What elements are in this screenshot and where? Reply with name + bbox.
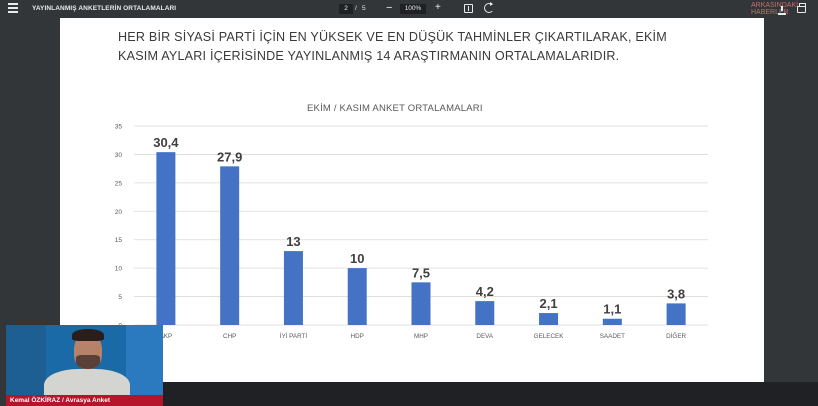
document-title: YAYINLANMIŞ ANKETLERİN ORTALAMALARI bbox=[32, 5, 177, 12]
x-tick-label: MHP bbox=[414, 333, 428, 340]
slide-heading-line-1: HER BİR SİYASİ PARTİ İÇİN EN YÜKSEK VE E… bbox=[118, 30, 667, 44]
x-tick-label: DEVA bbox=[476, 333, 493, 340]
webcam-background-left bbox=[6, 325, 46, 406]
x-tick-label: SAADET bbox=[600, 333, 625, 340]
x-tick-label: CHP bbox=[223, 333, 236, 340]
rotate-icon[interactable] bbox=[484, 2, 494, 13]
y-tick-label: 35 bbox=[115, 124, 123, 131]
print-icon[interactable] bbox=[797, 3, 806, 13]
data-label: 10 bbox=[350, 251, 364, 266]
bar bbox=[347, 268, 367, 325]
y-tick-label: 15 bbox=[115, 237, 123, 244]
x-tick-label: İYİ PARTİ bbox=[280, 331, 308, 340]
slide-heading-line-2: KASIM AYLARI İÇERİSİNDE YAYINLANMIŞ 14 A… bbox=[118, 49, 620, 63]
data-label: 1,1 bbox=[603, 302, 621, 317]
presenter-hair bbox=[72, 329, 104, 341]
webcam-caption: Kemal ÖZKİRAZ / Avrasya Anket bbox=[6, 395, 163, 406]
presenter-beard bbox=[76, 355, 100, 369]
y-tick-label: 10 bbox=[115, 266, 123, 273]
bar bbox=[411, 282, 431, 325]
y-tick-label: 25 bbox=[115, 180, 123, 187]
x-tick-label: HDP bbox=[351, 333, 364, 340]
data-label: 30,4 bbox=[153, 135, 179, 150]
download-icon[interactable] bbox=[778, 6, 786, 15]
x-tick-label: AKP bbox=[160, 333, 173, 340]
channel-watermark: ARKASINDAKİ HABERLER bbox=[751, 2, 799, 16]
data-label: 7,5 bbox=[412, 265, 430, 280]
chart-title: EKİM / KASIM ANKET ORTALAMALARI bbox=[307, 103, 483, 114]
zoom-out-button[interactable]: − bbox=[386, 2, 393, 14]
screen-bottom-bar bbox=[163, 382, 818, 406]
bar bbox=[156, 152, 176, 325]
webcam-background-right bbox=[126, 325, 163, 406]
y-tick-label: 5 bbox=[118, 294, 122, 301]
bar bbox=[283, 251, 303, 325]
bar bbox=[220, 166, 240, 325]
data-label: 13 bbox=[286, 234, 300, 249]
data-label: 2,1 bbox=[540, 296, 558, 311]
bar bbox=[666, 303, 686, 325]
x-tick-label: GELECEK bbox=[534, 333, 565, 340]
zoom-level-input[interactable]: 100% bbox=[400, 4, 426, 14]
x-tick-label: DİĞER bbox=[666, 331, 686, 340]
menu-icon[interactable] bbox=[8, 3, 18, 13]
data-label: 4,2 bbox=[476, 284, 494, 299]
page-separator: / bbox=[355, 5, 357, 12]
slide-heading: HER BİR SİYASİ PARTİ İÇİN EN YÜKSEK VE E… bbox=[118, 28, 718, 66]
y-tick-label: 30 bbox=[115, 152, 123, 159]
zoom-in-button[interactable]: + bbox=[435, 2, 441, 13]
pdf-toolbar: YAYINLANMIŞ ANKETLERİN ORTALAMALARI 2 / … bbox=[0, 0, 818, 18]
data-label: 3,8 bbox=[667, 286, 685, 301]
y-tick-label: 20 bbox=[115, 209, 123, 216]
bar bbox=[602, 318, 622, 325]
fit-page-icon[interactable] bbox=[464, 4, 473, 13]
bar bbox=[475, 301, 495, 325]
webcam-overlay: Kemal ÖZKİRAZ / Avrasya Anket bbox=[6, 325, 163, 406]
page-number-input[interactable]: 2 bbox=[339, 4, 353, 14]
page-total: 5 bbox=[362, 5, 366, 12]
bar bbox=[539, 313, 559, 325]
data-label: 27,9 bbox=[217, 149, 242, 164]
